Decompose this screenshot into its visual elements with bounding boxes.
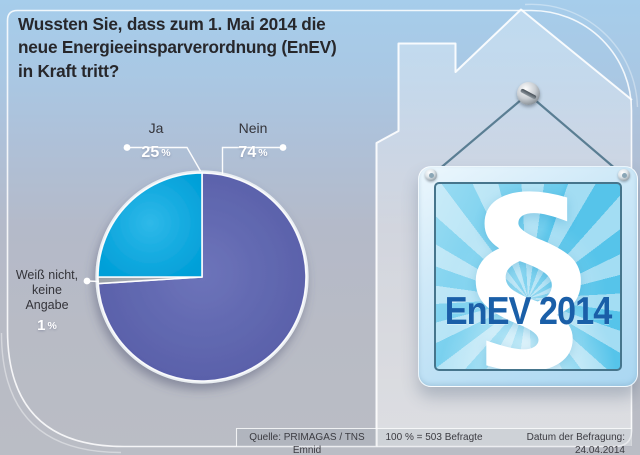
frame-highlight-top-right: [524, 3, 639, 108]
wire-right: [526, 92, 626, 178]
callout-nein-number: 74: [238, 144, 257, 161]
eyelet-right-hole: [621, 172, 627, 178]
enev-sign-label: EnEV 2014: [444, 290, 613, 333]
house-outline: [375, 8, 633, 446]
leader-dot-weiss: [83, 277, 91, 285]
callout-weiss-unit: %: [47, 320, 57, 332]
callout-weiss-number: 1: [37, 317, 46, 334]
callout-nein-label: Nein: [238, 120, 268, 136]
callout-nein-value: 74%: [220, 144, 286, 162]
callout-nein-unit: %: [258, 147, 268, 159]
leader-dot-nein: [279, 144, 287, 151]
pie-chart: [95, 170, 309, 384]
wire-left: [429, 92, 530, 178]
eyelet-right-icon: [618, 169, 630, 181]
paragraph-icon: §: [474, 182, 582, 371]
footer-band: [236, 428, 632, 447]
callout-nein: Nein 74%: [220, 120, 286, 162]
callout-weiss-line-2: keine: [32, 283, 62, 297]
leader-dot-ja: [123, 144, 131, 151]
footer-sample-size: 100 % = 503 Befragte: [385, 432, 483, 443]
enev-sign-panel: § EnEV 2014: [434, 182, 622, 371]
content-frame: [6, 9, 633, 448]
pie-slice-ja: [97, 172, 203, 278]
footer-band-lines: [235, 427, 632, 447]
headline-line-2: neue Energieeinsparverordnung (EnEV): [18, 37, 337, 58]
callout-ja-number: 25: [141, 144, 160, 161]
screw-icon: [517, 82, 540, 105]
headline-line-1: Wussten Sie, dass zum 1. Mai 2014 die: [18, 14, 326, 34]
callout-weiss-nicht: Weiß nicht, keine Angabe 1%: [4, 268, 90, 335]
callout-weiss-line-3: Angabe: [25, 298, 69, 312]
leader-line-nein: [221, 146, 283, 174]
screw-slot: [520, 88, 537, 100]
eyelet-left-hole: [428, 172, 434, 178]
enev-sign: § EnEV 2014: [418, 166, 638, 387]
frame-highlight-bottom-left: [0, 332, 122, 454]
callout-ja-label: Ja: [148, 120, 164, 136]
headline: Wussten Sie, dass zum 1. Mai 2014 die ne…: [18, 13, 380, 83]
callout-weiss-value: 1%: [4, 317, 90, 335]
callout-ja: Ja 25%: [126, 120, 186, 162]
callout-weiss-line-1: Weiß nicht,: [15, 268, 79, 282]
footer-survey-date: Datum der Befragung: 24.04.2014: [526, 432, 625, 455]
footer-source: Quelle: PRIMAGAS / TNS Emnid: [249, 432, 365, 455]
callout-ja-unit: %: [161, 147, 171, 159]
eyelet-left-icon: [425, 169, 437, 181]
leader-line-ja: [127, 146, 202, 172]
headline-line-3: in Kraft tritt?: [18, 60, 120, 81]
callout-ja-value: 25%: [126, 144, 186, 162]
